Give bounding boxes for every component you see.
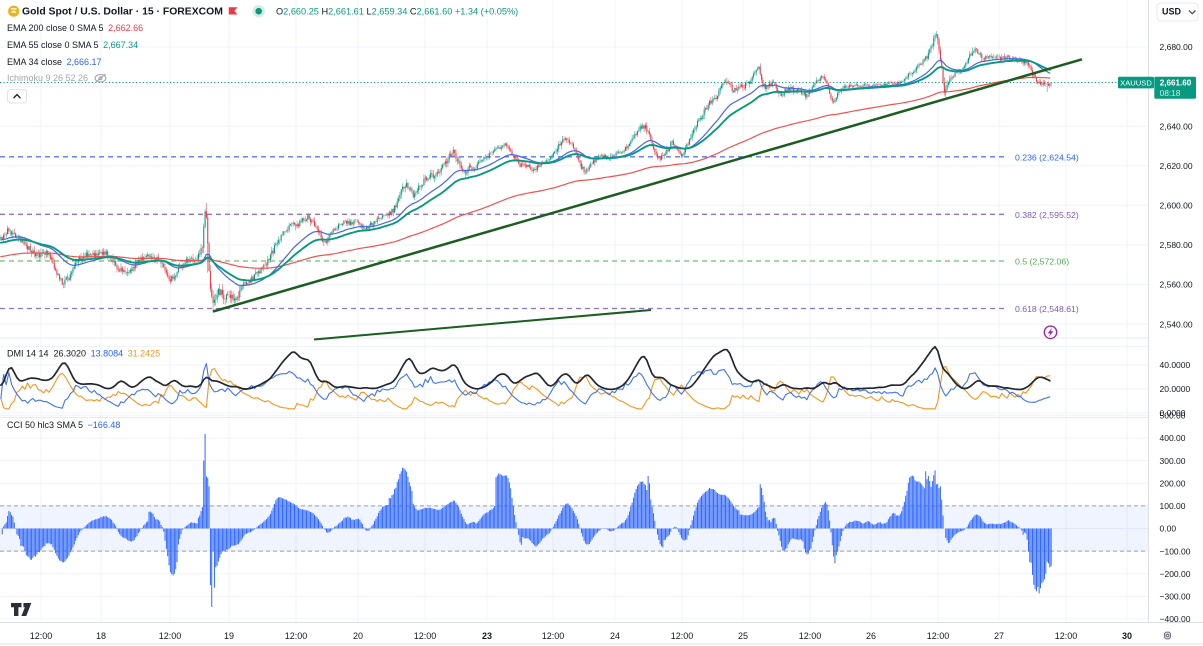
svg-text:12:00: 12:00 <box>285 631 308 641</box>
svg-text:0.382 (2,595.52): 0.382 (2,595.52) <box>1015 210 1079 220</box>
svg-text:2,620.00: 2,620.00 <box>1160 161 1193 171</box>
svg-text:EMA 55 close 0 SMA 5 2,667.34: EMA 55 close 0 SMA 5 2,667.34 <box>7 40 138 50</box>
svg-text:EMA 200 close 0 SMA 5 2,662.66: EMA 200 close 0 SMA 5 2,662.66 <box>7 23 143 33</box>
svg-text:0.0000: 0.0000 <box>1160 408 1186 418</box>
svg-text:12:00: 12:00 <box>414 631 437 641</box>
svg-text:12:00: 12:00 <box>159 631 182 641</box>
svg-text:19: 19 <box>224 631 234 641</box>
svg-text:DMI 14 14 26.3020 13.8084 31.: DMI 14 14 26.3020 13.8084 31.2425 <box>7 349 160 359</box>
svg-text:08:18: 08:18 <box>1160 89 1181 98</box>
svg-text:−100.00: −100.00 <box>1160 546 1191 556</box>
svg-text:20.0000: 20.0000 <box>1160 384 1191 394</box>
svg-text:2,580.00: 2,580.00 <box>1160 240 1193 250</box>
svg-text:0.618 (2,548.61): 0.618 (2,548.61) <box>1015 304 1079 314</box>
svg-text:26: 26 <box>866 631 876 641</box>
svg-text:12:00: 12:00 <box>542 631 565 641</box>
svg-text:−200.00: −200.00 <box>1160 569 1191 579</box>
svg-text:20: 20 <box>353 631 363 641</box>
svg-text:12:00: 12:00 <box>927 631 950 641</box>
svg-text:Ichimoku 9 26 52 26: Ichimoku 9 26 52 26 <box>7 73 88 83</box>
svg-text:EMA 34 close 2,666.17: EMA 34 close 2,666.17 <box>7 57 102 67</box>
svg-text:−300.00: −300.00 <box>1160 592 1191 602</box>
svg-text:40.0000: 40.0000 <box>1160 360 1191 370</box>
svg-text:0.5 (2,572.06): 0.5 (2,572.06) <box>1015 257 1069 267</box>
svg-text:2,680.00: 2,680.00 <box>1160 42 1193 52</box>
svg-text:2,640.00: 2,640.00 <box>1160 121 1193 131</box>
svg-text:30: 30 <box>1122 631 1132 641</box>
svg-text:27: 27 <box>994 631 1004 641</box>
svg-text:2,661.60: 2,661.60 <box>1160 78 1192 87</box>
svg-text:12:00: 12:00 <box>1055 631 1078 641</box>
svg-text:2,560.00: 2,560.00 <box>1160 280 1193 290</box>
svg-text:25: 25 <box>738 631 748 641</box>
svg-text:USD: USD <box>1162 6 1182 16</box>
svg-text:300.00: 300.00 <box>1160 456 1186 466</box>
svg-text:200.00: 200.00 <box>1160 479 1186 489</box>
svg-text:CCI 50 hlc3 SMA 5 −166.48: CCI 50 hlc3 SMA 5 −166.48 <box>7 420 120 430</box>
svg-text:24: 24 <box>610 631 620 641</box>
svg-text:500.00: 500.00 <box>1160 411 1186 421</box>
svg-text:12:00: 12:00 <box>799 631 822 641</box>
svg-text:100.00: 100.00 <box>1160 501 1186 511</box>
svg-text:23: 23 <box>482 631 492 641</box>
svg-text:400.00: 400.00 <box>1160 433 1186 443</box>
svg-text:0.00: 0.00 <box>1160 524 1177 534</box>
svg-text:12:00: 12:00 <box>671 631 694 641</box>
svg-text:−400.00: −400.00 <box>1160 614 1191 624</box>
svg-text:O2,660.25 H2,661.61 L2,659.34: O2,660.25 H2,661.61 L2,659.34 C2,661.60 … <box>276 7 518 17</box>
svg-text:2,540.00: 2,540.00 <box>1160 319 1193 329</box>
svg-text:12:00: 12:00 <box>30 631 53 641</box>
svg-text:18: 18 <box>96 631 106 641</box>
svg-text:XAUUSD: XAUUSD <box>1120 78 1152 87</box>
svg-text:0.236 (2,624.54): 0.236 (2,624.54) <box>1015 152 1079 162</box>
svg-text:2,600.00: 2,600.00 <box>1160 201 1193 211</box>
svg-text:Gold Spot / U.S. Dollar · 15 ·: Gold Spot / U.S. Dollar · 15 · FOREXCOM <box>22 7 223 18</box>
